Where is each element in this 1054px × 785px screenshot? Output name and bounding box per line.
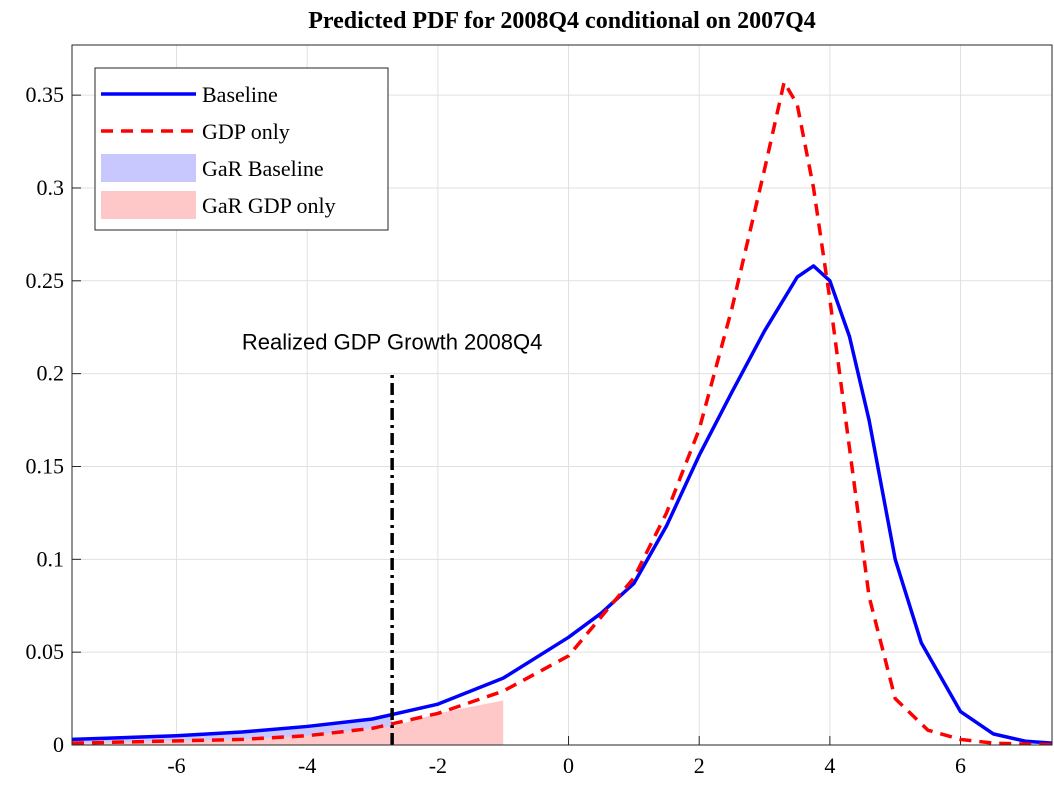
legend-swatch (101, 154, 196, 182)
x-tick-label: -4 (298, 753, 316, 778)
x-tick-label: 0 (563, 753, 574, 778)
legend-label: GaR GDP only (202, 193, 336, 218)
y-tick-label: 0.1 (37, 546, 65, 571)
axes-frame (71, 44, 1053, 746)
x-tick-label: 2 (694, 753, 705, 778)
series-line (72, 264, 1052, 745)
x-tick-label: -2 (429, 753, 447, 778)
legend-label: GDP only (202, 119, 290, 144)
x-tick-label: 6 (955, 753, 966, 778)
y-tick-label: 0.25 (26, 268, 65, 293)
y-tick-label: 0.35 (26, 82, 65, 107)
chart-title: Predicted PDF for 2008Q4 conditional on … (308, 8, 816, 34)
legend-label: GaR Baseline (202, 156, 324, 181)
annotation-text: Realized GDP Growth 2008Q4 (242, 330, 542, 355)
x-tick-label: -6 (167, 753, 185, 778)
area (72, 700, 504, 745)
y-tick-label: 0.15 (26, 453, 65, 478)
legend-label: Baseline (202, 82, 278, 107)
y-tick-label: 0.2 (37, 361, 65, 386)
series-line (72, 80, 1052, 745)
plot-area (72, 80, 1052, 745)
y-tick-label: 0.3 (37, 175, 65, 200)
y-tick-label: 0 (53, 732, 64, 757)
y-tick-label: 0.05 (26, 639, 65, 664)
x-tick-label: 4 (824, 753, 835, 778)
legend-swatch (101, 191, 196, 219)
